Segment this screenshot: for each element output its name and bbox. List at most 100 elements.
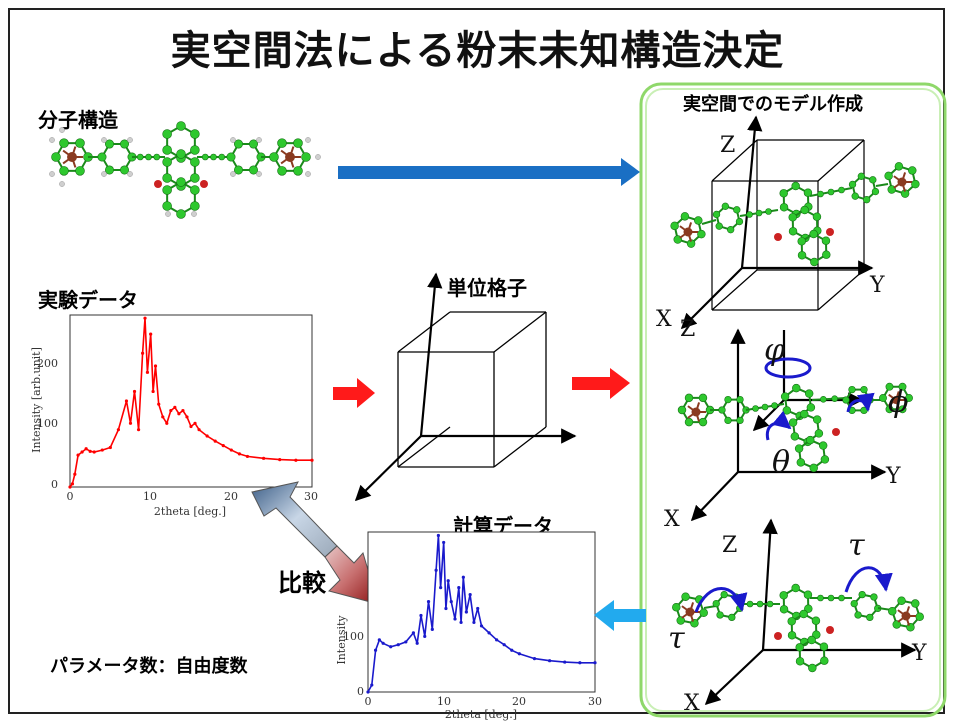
exp-series-point [108, 445, 112, 450]
exp-series-point [245, 454, 250, 459]
axis-x-1: X [656, 307, 672, 332]
exp-xlabel: 2theta [deg.] [154, 505, 226, 518]
exp-series-point [185, 415, 189, 419]
exp-ytick-100: 100 [37, 417, 58, 430]
exp-series-point [173, 405, 177, 409]
calculated-chart: 100 0 0 10 20 30 2theta [deg.] Intensity [335, 531, 602, 721]
calc-series-point [578, 661, 582, 665]
cyan-arrow [594, 600, 646, 631]
exp-series-point [213, 439, 217, 443]
compare-label: 比較 [278, 569, 326, 597]
exp-series-point [157, 402, 161, 406]
params-label: パラメータ数：自由度数 [50, 656, 248, 677]
axis-z-1: Z [720, 133, 735, 158]
exp-series-point [294, 458, 298, 462]
calc-series-point [442, 540, 446, 545]
exp-series-point [262, 456, 266, 460]
rotation-arrows [764, 357, 875, 441]
axes-3 [704, 518, 917, 706]
axis-y-2: Y [885, 464, 901, 489]
calc-series-point [436, 533, 440, 538]
exp-series-point [229, 448, 233, 452]
calc-series-line [367, 535, 595, 693]
molecule-label: 分子構造 [38, 108, 118, 132]
exp-series-point [310, 458, 314, 462]
exp-series-point [80, 450, 84, 454]
calc-series-point [366, 690, 370, 694]
red-arrow-2 [572, 368, 630, 399]
calc-series-point [517, 652, 521, 656]
calc-series-point [502, 643, 506, 647]
calc-xtick-20: 20 [512, 695, 526, 708]
torsion-arrows [694, 566, 893, 613]
calc-series-point [415, 641, 419, 645]
red-arrow-1 [333, 378, 375, 408]
calc-series-point [487, 631, 491, 635]
exp-series-point [128, 421, 133, 425]
calc-series-point [389, 645, 393, 649]
exp-series-point [189, 424, 193, 429]
calc-series-point [404, 640, 408, 644]
exp-series-point [84, 447, 88, 451]
calc-series-point [472, 620, 476, 625]
exp-series-point [145, 370, 150, 374]
exp-series-point [76, 453, 80, 457]
exp-series-point [92, 450, 96, 454]
calc-series-point [453, 617, 457, 621]
calc-series-point [461, 575, 465, 579]
axis-y-3: Y [911, 641, 927, 666]
exp-ytick-200: 200 [37, 357, 58, 370]
experimental-chart: 200 100 0 0 10 20 30 2theta [deg.] Inten… [30, 314, 318, 518]
model-molecule-1 [670, 162, 920, 267]
model-panel [639, 82, 947, 718]
calc-xlabel: 2theta [deg.] [445, 708, 517, 721]
slide-title: 実空間法による粉末未知構造決定 [170, 28, 785, 74]
calc-ylabel: Intensity [335, 615, 348, 665]
theta-label: θ [772, 445, 790, 480]
exp-series-point [68, 485, 72, 489]
exp-xtick-20: 20 [224, 490, 238, 503]
exp-series-point [149, 332, 153, 336]
exp-series-point [73, 472, 77, 476]
calc-series-point [377, 638, 381, 642]
calc-series-point [495, 638, 499, 642]
calc-series-point [426, 599, 431, 604]
calc-series-point [381, 641, 385, 645]
model-box [680, 115, 874, 330]
calc-ytick-0: 0 [357, 685, 364, 698]
axis-z-2: Z [680, 317, 695, 342]
exp-series-point [100, 448, 104, 452]
exp-series-point [143, 316, 147, 320]
calc-series-point [459, 620, 463, 625]
exp-series-point [177, 412, 181, 416]
exp-series-point [237, 452, 241, 456]
exp-series-point [205, 434, 209, 438]
exp-series-point [116, 428, 120, 432]
exp-series-point [124, 399, 129, 403]
axis-y-1: Y [869, 273, 885, 298]
exp-series-point [141, 351, 145, 355]
unit-cell [354, 272, 577, 502]
exp-ylabel: Intensity [arb.unit] [30, 347, 43, 453]
exp-series-point [197, 428, 201, 432]
calc-series-point [444, 606, 448, 611]
calc-series-point [563, 660, 567, 664]
exp-series-point [132, 389, 137, 394]
experiment-label: 実験データ [38, 288, 138, 312]
exp-series-point [165, 421, 169, 425]
calc-series-point [373, 648, 378, 652]
exp-ytick-0: 0 [51, 478, 58, 491]
exp-series-point [221, 443, 225, 448]
tau-label-2: τ [668, 621, 685, 656]
calc-series-point [532, 657, 537, 661]
calc-series-point [439, 586, 443, 590]
exp-series-point [153, 364, 158, 368]
calc-series-point [468, 593, 472, 597]
calc-series-point [479, 624, 484, 628]
phi2-label: ϕ [888, 385, 908, 420]
calc-series-point [457, 586, 461, 590]
calc-series-point [446, 579, 450, 583]
calc-series-point [411, 631, 415, 635]
calc-xtick-30: 30 [588, 695, 602, 708]
